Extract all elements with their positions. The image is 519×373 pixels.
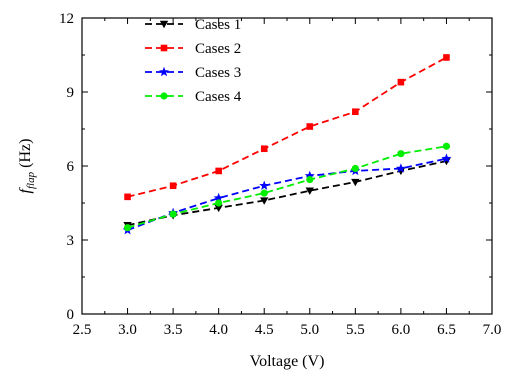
x-tick-label: 6.5 bbox=[437, 322, 456, 338]
data-point bbox=[124, 193, 131, 201]
data-point bbox=[351, 178, 360, 187]
data-point bbox=[304, 170, 315, 181]
series-layer bbox=[122, 54, 452, 235]
data-point bbox=[215, 199, 223, 207]
legend-label: Cases 2 bbox=[195, 41, 241, 57]
x-tick-label: 4.0 bbox=[209, 322, 228, 338]
legend-swatch-marker bbox=[159, 20, 169, 29]
data-point bbox=[260, 197, 269, 205]
data-point bbox=[123, 224, 132, 232]
legend-swatch-marker bbox=[160, 92, 168, 100]
y-axis-title: fflap (Hz) bbox=[17, 139, 37, 194]
data-point bbox=[442, 142, 451, 150]
legend: Cases 1 Cases 2 Cases 3 Cases 4 bbox=[145, 17, 242, 105]
legend-item: Cases 3 bbox=[145, 65, 241, 81]
data-point bbox=[260, 145, 268, 153]
data-point bbox=[214, 204, 223, 213]
data-point bbox=[351, 164, 359, 173]
data-point bbox=[213, 192, 224, 203]
y-tick-label: 0 bbox=[67, 307, 75, 323]
legend-label: Cases 4 bbox=[195, 89, 242, 105]
series-line bbox=[127, 160, 447, 227]
legend-swatch-marker bbox=[159, 66, 169, 77]
y-axis-title-unit: (Hz) bbox=[17, 139, 34, 172]
y-tick-label: 9 bbox=[67, 85, 75, 101]
x-tick-label: 5.5 bbox=[346, 322, 365, 338]
y-tick-label: 6 bbox=[67, 159, 75, 175]
data-point bbox=[215, 167, 222, 175]
data-point bbox=[306, 123, 314, 130]
x-tick-label: 3.5 bbox=[164, 322, 183, 338]
data-point bbox=[305, 187, 314, 195]
data-point bbox=[260, 189, 268, 197]
data-point bbox=[306, 175, 314, 184]
y-axis-title-subscript: flap bbox=[25, 171, 37, 189]
series-line bbox=[127, 157, 447, 231]
series-3 bbox=[122, 153, 452, 235]
data-point bbox=[441, 153, 452, 163]
series-4 bbox=[123, 142, 451, 232]
plot-frame bbox=[81, 17, 493, 315]
series-line bbox=[127, 56, 447, 198]
data-point bbox=[169, 210, 177, 218]
data-point bbox=[352, 108, 359, 116]
data-point bbox=[397, 78, 405, 86]
data-point bbox=[443, 54, 450, 61]
series-2 bbox=[124, 54, 450, 201]
y-tick-label: 3 bbox=[67, 233, 75, 249]
legend-item: Cases 1 bbox=[145, 17, 241, 33]
x-tick-label: 4.5 bbox=[255, 322, 274, 338]
y-axis-title-symbol: f bbox=[17, 186, 34, 193]
legend-label: Cases 1 bbox=[195, 17, 241, 33]
legend-item: Cases 4 bbox=[145, 89, 242, 105]
data-point bbox=[395, 163, 406, 173]
x-tick-label: 3.0 bbox=[118, 322, 137, 338]
legend-swatch-marker bbox=[160, 44, 168, 52]
data-point bbox=[397, 150, 405, 158]
x-axis-title: Voltage (V) bbox=[250, 353, 325, 370]
x-tick-label: 2.5 bbox=[73, 322, 92, 338]
legend-label: Cases 3 bbox=[195, 65, 241, 81]
axes: 2.5 3.0 3.5 4.0 4.5 5.0 5.5 6.0 6.5 7.0 0 3 6 9 12 bbox=[59, 11, 501, 338]
legend-item: Cases 2 bbox=[145, 41, 241, 57]
x-tick-label: 5.0 bbox=[300, 322, 319, 338]
data-point bbox=[259, 180, 270, 190]
series-line bbox=[127, 145, 447, 229]
x-tick-label: 6.0 bbox=[392, 322, 411, 338]
x-tick-label: 7.0 bbox=[483, 322, 502, 338]
y-tick-label: 12 bbox=[59, 11, 74, 27]
data-point bbox=[169, 182, 177, 190]
